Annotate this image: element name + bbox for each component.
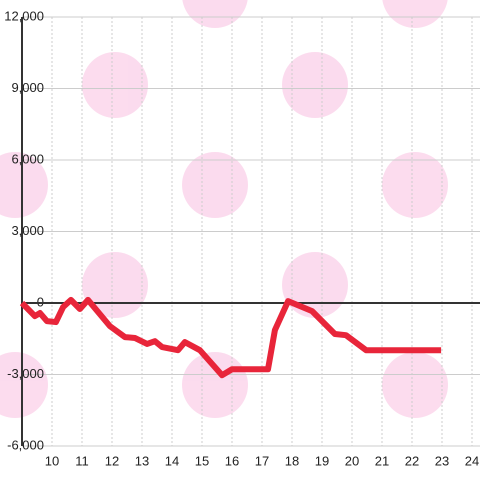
line	[19, 296, 442, 379]
x-tick-label: 10	[45, 453, 59, 468]
x-tick-label: 20	[345, 453, 359, 468]
x-tick-label: 17	[255, 453, 269, 468]
x-tick-label: 22	[405, 453, 419, 468]
x-tick-label: 14	[165, 453, 179, 468]
y-tick-label: 12,000	[4, 8, 44, 23]
x-tick-label: 13	[135, 453, 149, 468]
y-tick-label: 0	[37, 294, 44, 309]
y-tick-label: 3,000	[11, 223, 44, 238]
x-tick-label: 15	[195, 453, 209, 468]
x-tick-label: 12	[105, 453, 119, 468]
x-tick-label: 23	[435, 453, 449, 468]
y-tick-label: 9,000	[11, 80, 44, 95]
y-tick-label: 6,000	[11, 151, 44, 166]
watermarks	[0, 0, 448, 418]
y-tick-label: -3,000	[7, 366, 44, 381]
y-tick-label: -6,000	[7, 437, 44, 452]
x-tick-label: 21	[375, 453, 389, 468]
x-tick-label: 19	[315, 453, 329, 468]
x-tick-label: 24	[465, 453, 479, 468]
x-tick-label: 11	[75, 453, 89, 468]
x-tick-label: 16	[225, 453, 239, 468]
x-tick-label: 18	[285, 453, 299, 468]
